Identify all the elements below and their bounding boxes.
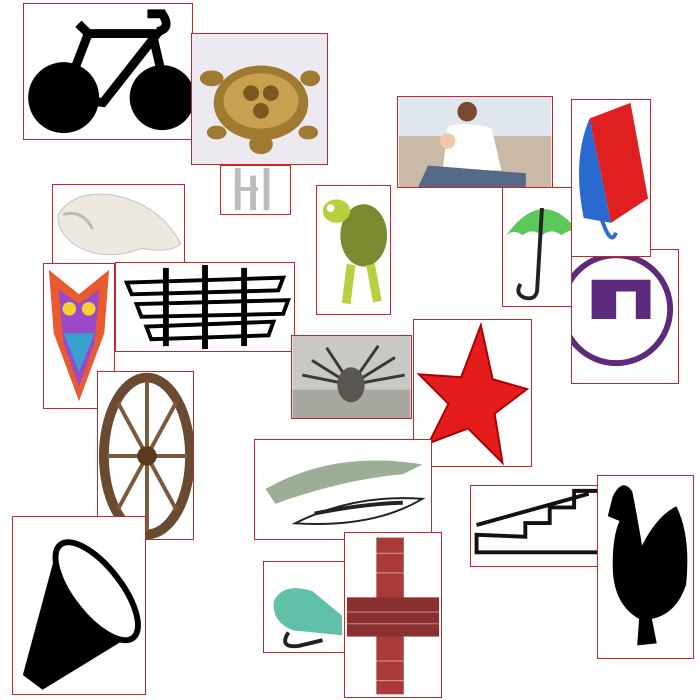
tile-bicycle[interactable] — [23, 3, 193, 140]
gold-turtle — [192, 34, 327, 164]
megaphone — [22, 539, 141, 690]
red-bag — [579, 102, 649, 240]
tile-barbed-wire[interactable] — [115, 262, 295, 352]
faucet — [234, 167, 270, 211]
tile-mother[interactable] — [397, 96, 553, 188]
purple-logo — [572, 252, 674, 367]
tile-bird-drawing[interactable] — [254, 439, 432, 540]
colorful-owl — [48, 269, 110, 402]
tile-wheel[interactable] — [97, 371, 194, 540]
bird-drawing — [265, 460, 426, 525]
wheel — [98, 372, 193, 539]
tile-cartoon-turtle[interactable] — [316, 185, 391, 315]
umbrella — [504, 207, 579, 301]
tile-bag[interactable] — [571, 99, 651, 257]
tile-owl-photo[interactable] — [291, 335, 412, 419]
shell — [57, 193, 182, 256]
bicycle — [28, 9, 192, 134]
scarf — [346, 537, 440, 695]
tile-megaphone[interactable] — [12, 516, 146, 695]
barbed-wire — [123, 264, 291, 350]
owl-photo — [292, 336, 411, 418]
cartoon-turtle — [322, 199, 388, 305]
tile-gold-turtle[interactable] — [191, 33, 328, 165]
tile-dryer[interactable] — [263, 561, 345, 653]
tile-hen[interactable] — [597, 475, 694, 659]
hair-dryer — [273, 588, 343, 649]
red-star — [416, 321, 530, 466]
tile-logo[interactable] — [571, 249, 679, 384]
mother-baby — [398, 97, 552, 187]
tile-stairs[interactable] — [470, 485, 607, 567]
tile-umbrella[interactable] — [502, 187, 580, 307]
tile-faucet[interactable] — [220, 165, 291, 215]
stairs — [474, 488, 603, 555]
tile-shell[interactable] — [52, 184, 185, 272]
tile-scarf[interactable] — [344, 532, 442, 698]
tile-star[interactable] — [413, 319, 532, 467]
hen — [607, 485, 688, 646]
